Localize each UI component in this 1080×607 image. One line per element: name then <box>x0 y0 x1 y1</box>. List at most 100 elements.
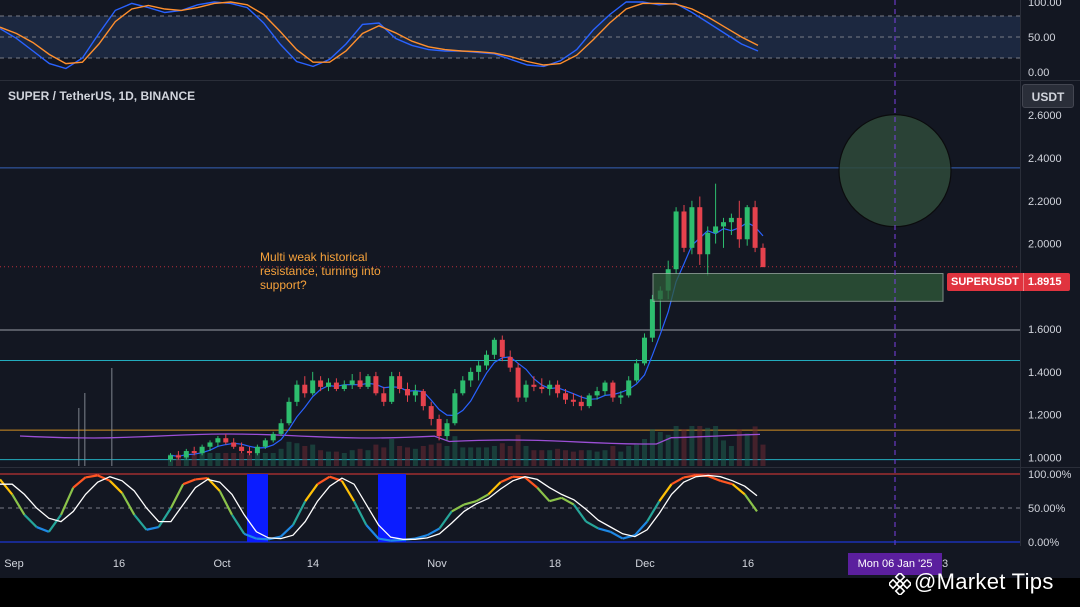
volume-bar <box>594 451 600 466</box>
price-axis-tick-3: 2.0000 <box>1028 239 1062 251</box>
volume-bar <box>681 429 687 466</box>
volume-bar <box>760 444 766 466</box>
binance-logo-icon <box>889 573 911 595</box>
volume-bar <box>381 447 387 466</box>
support-zone-box <box>652 273 944 302</box>
stoch-k-segment <box>743 493 758 513</box>
volume-bar <box>349 450 355 466</box>
candle-body <box>349 380 355 385</box>
volume-bar <box>175 454 181 466</box>
volume-bar <box>270 453 276 466</box>
volume-bar <box>665 434 671 466</box>
volume-bar <box>191 454 197 466</box>
volume-bar <box>239 453 245 466</box>
candle-body <box>547 384 553 389</box>
candle-body <box>262 440 268 447</box>
stoch-k-segment <box>634 520 648 536</box>
candle-body <box>539 386 545 389</box>
stoch-k-segment <box>0 478 14 496</box>
candle-body <box>412 391 418 396</box>
volume-bar <box>247 454 252 466</box>
candle-body <box>389 376 395 402</box>
annotation-line-1: Multi weak historical <box>260 250 368 264</box>
price-axis-tick-2: 2.2000 <box>1028 196 1062 208</box>
volume-bar <box>310 444 316 466</box>
volume-bar <box>405 447 410 466</box>
candle-body <box>310 380 316 394</box>
candle-body <box>681 211 687 248</box>
candle-body <box>373 376 379 394</box>
candle-body <box>586 395 592 407</box>
candle-body <box>484 354 489 366</box>
candle-body <box>270 433 276 441</box>
candle-body <box>634 363 640 381</box>
stoch-k-segment <box>500 475 514 484</box>
time-axis-tick-4: Nov <box>427 558 447 570</box>
volume-bar <box>484 447 489 466</box>
volume-bar <box>452 436 458 466</box>
price-axis-tick-1: 2.4000 <box>1028 153 1062 165</box>
candle-body <box>333 382 339 389</box>
stoch-k-segment <box>97 474 111 482</box>
time-axis-tick-0: Sep <box>4 558 24 570</box>
top-osc-tick-1: 50.00 <box>1028 32 1056 44</box>
candle-body <box>207 442 213 447</box>
volume-bar <box>491 446 497 466</box>
stoch-k-segment <box>340 480 356 502</box>
candle-body <box>744 207 750 240</box>
volume-bar <box>673 426 679 466</box>
candle-body <box>420 391 426 407</box>
chart-annotation: Multi weak historical resistance, turnin… <box>260 250 430 292</box>
price-axis-tick-5: 1.6000 <box>1028 324 1062 336</box>
stoch-k-segment <box>60 487 75 516</box>
stoch-k-segment <box>536 486 551 502</box>
volume-bar <box>357 448 363 466</box>
time-axis-tick-8: 3 <box>942 558 948 570</box>
currency-button[interactable]: USDT <box>1022 84 1074 108</box>
candle-body <box>689 207 695 248</box>
symbol-title: SUPER / TetherUS, 1D, BINANCE <box>8 89 196 103</box>
volume-bar <box>634 444 640 466</box>
stoch-k-segment <box>585 520 599 530</box>
stoch-k-segment <box>133 514 148 531</box>
candle-body <box>760 247 766 268</box>
price-ticker: SUPERUSDT <box>947 273 1024 291</box>
candle-body <box>491 339 497 355</box>
volume-bar <box>326 451 331 466</box>
volume-bar <box>602 450 608 466</box>
candle-body <box>515 367 521 398</box>
time-axis-tick-3: 14 <box>307 558 319 570</box>
candle-body <box>326 382 331 387</box>
volume-bar <box>278 448 284 466</box>
candle-body <box>436 418 442 437</box>
stoch-k-segment <box>609 530 624 540</box>
stoch-k-segment <box>121 492 136 516</box>
volume-bar <box>507 446 513 466</box>
stoch-k-segment <box>85 474 98 479</box>
candle-body <box>476 365 482 372</box>
candle-body <box>499 339 505 357</box>
volume-bar <box>736 429 742 466</box>
top-osc-tick-0: 100.00 <box>1028 0 1062 9</box>
stoch-k-segment <box>353 500 368 526</box>
volume-bar <box>752 426 758 466</box>
last-price-label: SUPERUSDT 1.8915 <box>947 273 1070 291</box>
time-axis-tick-7: 16 <box>742 558 754 570</box>
candle-body <box>555 384 561 394</box>
volume-bar <box>215 453 221 466</box>
volume-bar <box>563 450 568 466</box>
volume-ma-line <box>19 433 761 445</box>
stoch-tick-0: 100.00% <box>1028 469 1072 481</box>
volume-bar <box>468 447 474 466</box>
volume-bar <box>420 446 426 466</box>
candle-body <box>507 356 513 368</box>
volume-bar <box>649 429 655 466</box>
volume-bar <box>578 450 584 466</box>
candle-body <box>381 393 387 402</box>
price-value: 1.8915 <box>1027 276 1062 288</box>
stoch-k-segment <box>36 526 50 533</box>
candle-body <box>602 382 608 392</box>
volume-bar <box>333 451 339 466</box>
volume-bar <box>515 434 521 466</box>
volume-bar <box>436 443 442 466</box>
